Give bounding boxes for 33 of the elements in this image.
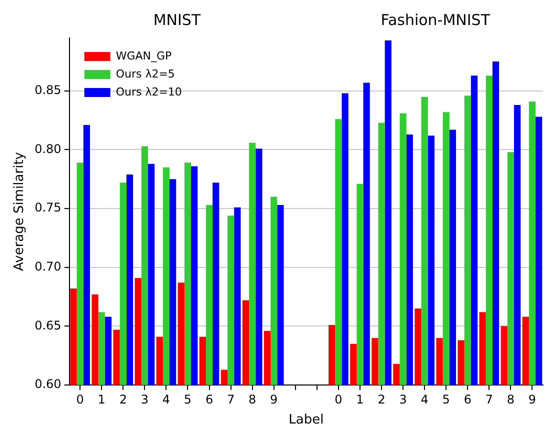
legend-label: WGAN_GP [116, 49, 172, 62]
y-tick-label: 0.65 [34, 318, 62, 332]
x-tick-label: 1 [98, 392, 106, 406]
x-tick-label: 4 [420, 392, 428, 406]
y-axis-title: Average Similarity [12, 152, 28, 271]
text: Fashion-MNIST [380, 10, 491, 29]
x-axis-title: Label [288, 412, 324, 428]
x-tick-label: 3 [140, 392, 148, 406]
x-tick-label: 1 [356, 392, 364, 406]
x-tick-label: 5 [184, 392, 192, 406]
x-tick-label: 6 [464, 392, 472, 406]
y-tick-label: 0.85 [34, 83, 62, 98]
x-tick-label: 6 [205, 392, 214, 406]
x-tick-label: 3 [399, 392, 407, 406]
y-tick-label: 0.70 [34, 260, 62, 274]
y-tick-label: 0.80 [34, 142, 62, 156]
legend-label: Ours λ2=5 [116, 67, 175, 80]
x-tick-label: 7 [485, 392, 493, 406]
x-tick-label: 2 [119, 392, 127, 406]
x-tick-label: 8 [506, 392, 515, 406]
y-tick-label: 0.75 [34, 200, 62, 215]
x-tick-label: 0 [76, 392, 84, 406]
x-tick-label: 4 [162, 392, 170, 406]
x-tick-label: 7 [226, 392, 235, 406]
x-tick-label: 8 [248, 392, 256, 406]
x-tick-label: 5 [442, 392, 450, 406]
x-tick-label: 0 [334, 392, 342, 406]
x-tick-label: 9 [270, 392, 278, 406]
text: MNIST [153, 10, 202, 29]
x-tick-label: 9 [528, 392, 536, 406]
legend-label: Ours λ2=10 [116, 85, 182, 98]
y-tick-label: 0.60 [34, 377, 62, 392]
x-tick-label: 2 [378, 392, 386, 406]
